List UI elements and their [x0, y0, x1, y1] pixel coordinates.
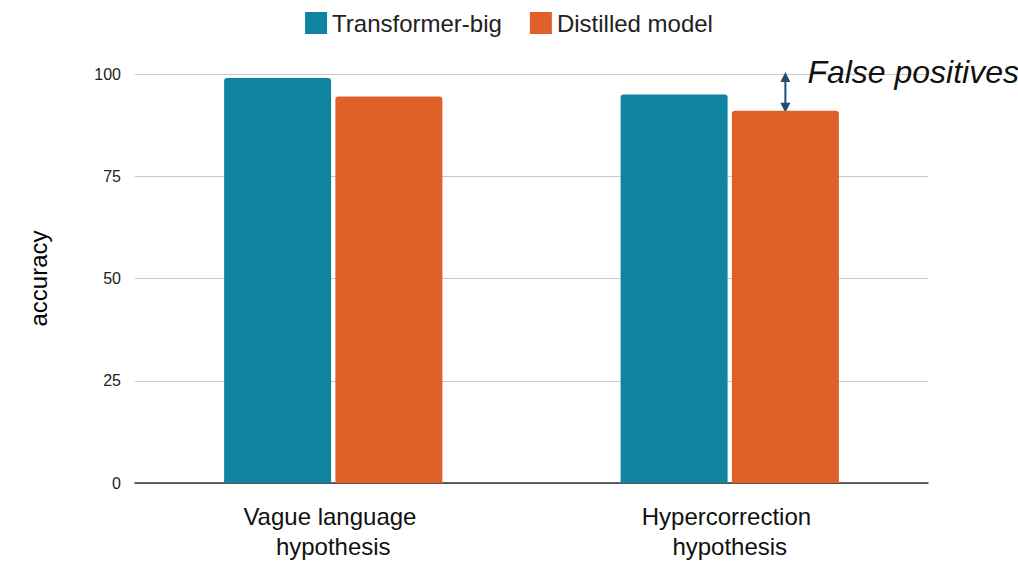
svg-text:hypothesis: hypothesis — [276, 533, 391, 560]
svg-text:0: 0 — [112, 475, 121, 492]
svg-text:100: 100 — [94, 66, 121, 83]
svg-text:Distilled model: Distilled model — [557, 10, 713, 37]
svg-text:50: 50 — [103, 270, 121, 287]
svg-text:75: 75 — [103, 168, 121, 185]
svg-text:accuracy: accuracy — [25, 230, 52, 326]
svg-text:hypothesis: hypothesis — [672, 533, 787, 560]
svg-text:25: 25 — [103, 372, 121, 389]
svg-text:Transformer-big: Transformer-big — [332, 10, 502, 37]
svg-text:Hypercorrection: Hypercorrection — [642, 503, 818, 530]
svg-text:Vague language: Vague language — [243, 503, 423, 530]
svg-text:False positives: False positives — [807, 54, 1018, 90]
